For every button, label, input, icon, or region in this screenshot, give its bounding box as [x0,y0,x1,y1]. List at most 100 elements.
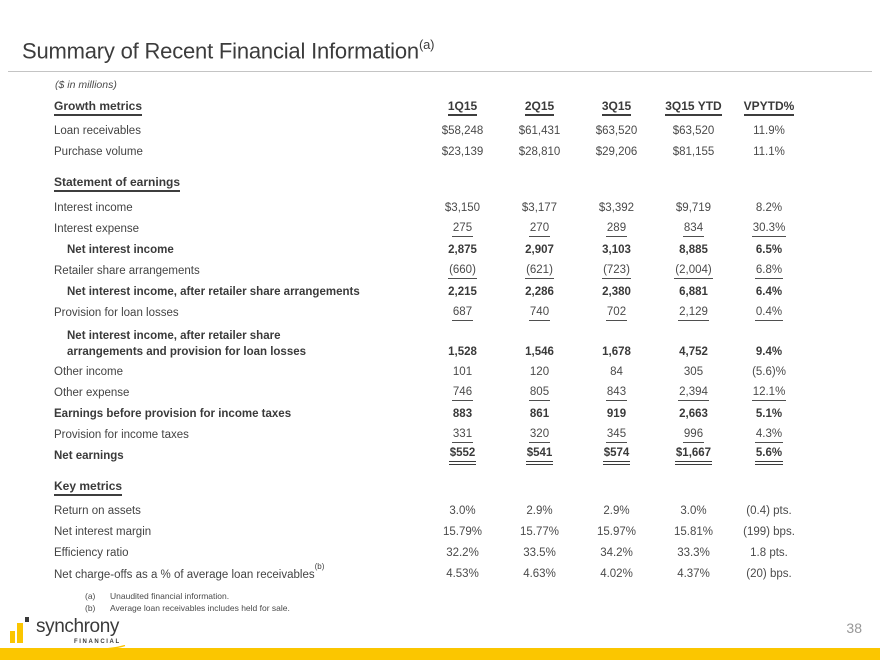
cell-value: 30.3% [751,222,787,237]
cell-value: 289 [605,222,628,237]
cell-value: 5.1% [755,407,783,420]
cell-value: 996 [682,428,705,443]
cell-value: 843 [605,386,628,401]
cell-value: 15.97% [596,526,636,538]
cell-value: $63,520 [672,125,715,137]
row-retailer-share-arrangements: Retailer share arrangements (660) (621) … [54,261,806,282]
cell-value: 746 [451,386,474,401]
cell-value: $28,810 [518,146,561,158]
row-label: Earnings before provision for income tax… [54,407,292,420]
page-title-text: Summary of Recent Financial Information [22,38,419,64]
synchrony-logo-mark-icon [10,616,34,646]
cell-value: 5.6% [754,447,784,465]
cell-value: (199) bps. [743,526,795,538]
footnotes: (a) Unaudited financial information. (b)… [85,590,290,614]
cell-value: 2.9% [526,505,553,517]
table-header-row: Growth metrics 1Q15 2Q15 3Q15 3Q15 YTD V… [54,97,806,118]
cell-value: (0.4) pts. [746,505,792,517]
cell-value: 2,215 [448,285,477,298]
cell-value: 1,678 [602,345,631,358]
label-footnote-marker: (b) [314,562,325,572]
row-return-on-assets: Return on assets 3.0% 2.9% 2.9% 3.0% (0.… [54,501,806,522]
row-label: Provision for loan losses [54,306,179,319]
row-label: Interest expense [54,222,140,235]
cell-value: 0.4% [754,306,784,321]
footnote-text: Unaudited financial information. [110,591,230,601]
row-label: Loan receivables [54,125,141,137]
row-label: Net interest income, after retailer shar… [67,285,360,298]
cell-value: (621) [525,264,554,279]
financial-table: Growth metrics 1Q15 2Q15 3Q15 3Q15 YTD V… [54,97,806,585]
column-header: 2Q15 [524,99,555,116]
cell-value: (5.6)% [752,365,786,378]
cell-value: $552 [448,447,477,465]
cell-value: (723) [602,264,631,279]
row-label: Retailer share arrangements [54,264,200,277]
cell-value: 4.02% [600,568,633,580]
cell-value: $58,248 [441,125,484,137]
cell-value: (660) [448,264,477,279]
cell-value: 2,907 [525,243,554,256]
row-label: Interest income [54,201,133,214]
section-header: Key metrics [54,479,123,496]
cell-value: $23,139 [441,146,484,158]
row-provision-for-loan-losses: Provision for loan losses 687 740 702 2,… [54,303,806,324]
footnote-marker: (a) [85,591,96,601]
cell-value: 11.9% [753,125,785,137]
cell-value: 32.2% [446,547,479,559]
section-header: Statement of earnings [54,176,181,192]
cell-value: $541 [525,447,554,465]
cell-value: 33.3% [677,547,710,559]
row-label: Net earnings [54,449,124,462]
cell-value: 270 [528,222,551,237]
cell-value: 805 [528,386,551,401]
cell-value: (2,004) [674,264,713,279]
cell-value: 919 [606,407,627,420]
footnote-a: (a) Unaudited financial information. [85,590,290,602]
logo-brand-text: synchrony [36,616,119,637]
section-key-metrics: Key metrics [54,477,806,498]
cell-value: 6,881 [679,285,708,298]
row-label: Return on assets [54,505,141,517]
row-label: Net interest margin [54,526,152,538]
cell-value: $61,431 [518,125,561,137]
cell-value: 4.63% [523,568,556,580]
cell-value: 1.8 pts. [750,547,788,559]
cell-value: $1,667 [674,447,713,465]
row-label: Net interest income [67,243,174,256]
cell-value: 320 [528,428,551,443]
cell-value: 331 [451,428,474,443]
row-net-charge-offs: Net charge-offs as a % of average loan r… [54,562,806,585]
row-net-interest-income-after-rsa-and-pll: Net interest income, after retailer shar… [54,324,806,362]
cell-value: $3,177 [521,201,558,214]
cell-value: 6.5% [755,243,783,256]
bottom-accent-bar [0,648,880,660]
footnote-b: (b) Average loan receivables includes he… [85,602,290,614]
row-net-earnings: Net earnings $552 $541 $574 $1,667 5.6% [54,446,806,467]
cell-value: (20) bps. [746,568,792,580]
cell-value: $3,392 [598,201,635,214]
cell-value: 1,528 [448,345,477,358]
cell-value: 834 [682,222,705,237]
row-efficiency-ratio: Efficiency ratio 32.2% 33.5% 34.2% 33.3%… [54,543,806,564]
row-other-income: Other income 101 120 84 305 (5.6)% [54,362,806,383]
row-provision-for-income-taxes: Provision for income taxes 331 320 345 9… [54,425,806,446]
cell-value: 12.1% [751,386,787,401]
row-label: Purchase volume [54,146,143,158]
row-loan-receivables: Loan receivables $58,248 $61,431 $63,520… [54,121,806,142]
footnote-text: Average loan receivables includes held f… [110,603,290,613]
cell-value: 2.9% [603,505,630,517]
column-header: 1Q15 [447,99,478,116]
cell-value: 84 [610,365,623,378]
column-header: 3Q15 YTD [665,99,722,116]
synchrony-logo: synchrony FINANCIAL [10,614,150,651]
page-title: Summary of Recent Financial Information(… [22,37,434,64]
cell-value: 305 [683,365,704,378]
cell-value: $9,719 [675,201,712,214]
cell-value: 4.53% [446,568,479,580]
cell-value: 34.2% [600,547,633,559]
cell-value: 275 [451,222,474,237]
row-label-line-1: Net interest income, after retailer shar… [67,329,281,342]
title-divider [8,71,872,72]
cell-value: 4,752 [679,345,708,358]
